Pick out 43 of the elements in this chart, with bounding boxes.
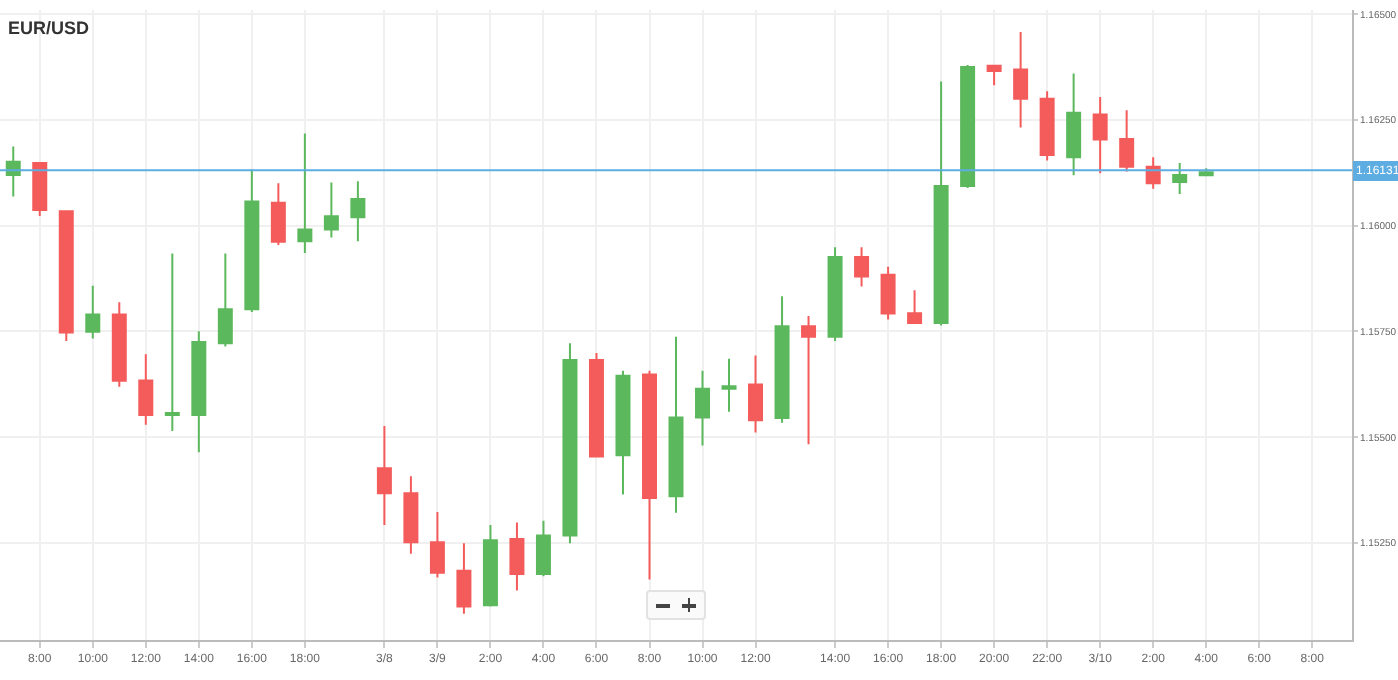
- candlestick: [535, 519, 551, 578]
- candlestick: [32, 162, 48, 217]
- candlestick: [297, 132, 313, 255]
- candlestick: [191, 330, 207, 454]
- candlestick: [1119, 109, 1135, 173]
- candlestick: [562, 342, 578, 545]
- candlestick: [164, 252, 180, 433]
- candlestick: [1013, 30, 1029, 129]
- candlestick: [85, 284, 101, 340]
- candlestick: [1172, 162, 1188, 195]
- candlestick: [774, 295, 790, 424]
- candlestick: [801, 315, 817, 446]
- candlestick: [5, 145, 21, 198]
- candlestick: [880, 265, 896, 321]
- candlestick: [429, 510, 445, 579]
- candlestick: [588, 351, 604, 458]
- candlestick: [350, 180, 366, 243]
- candlestick: [111, 301, 127, 388]
- candlestick: [695, 369, 710, 447]
- candlestick: [323, 181, 339, 239]
- candlestick: [509, 521, 525, 592]
- candlestick: [456, 542, 472, 615]
- candlestick: [827, 246, 843, 343]
- candlestick: [138, 353, 154, 426]
- candlestick: [986, 64, 1002, 87]
- candlestick: [58, 210, 74, 343]
- candlestick: [721, 357, 737, 413]
- text: EUR/USD: [8, 18, 91, 38]
- candlestick: [403, 475, 419, 555]
- candlestick: [244, 168, 260, 313]
- candlestick: [748, 354, 764, 434]
- candlestick: [960, 63, 976, 189]
- candlestick: [376, 425, 392, 526]
- candlestick: [668, 335, 684, 514]
- candlestick: [1066, 72, 1082, 177]
- candlestick: [1092, 96, 1108, 175]
- candlestick: [1039, 90, 1055, 162]
- candlestick: [615, 369, 631, 496]
- candlestick: [482, 524, 498, 608]
- candlestick: [907, 289, 923, 324]
- candlestick: [270, 182, 286, 247]
- candlestick: [854, 246, 870, 288]
- candlestick: [217, 252, 233, 348]
